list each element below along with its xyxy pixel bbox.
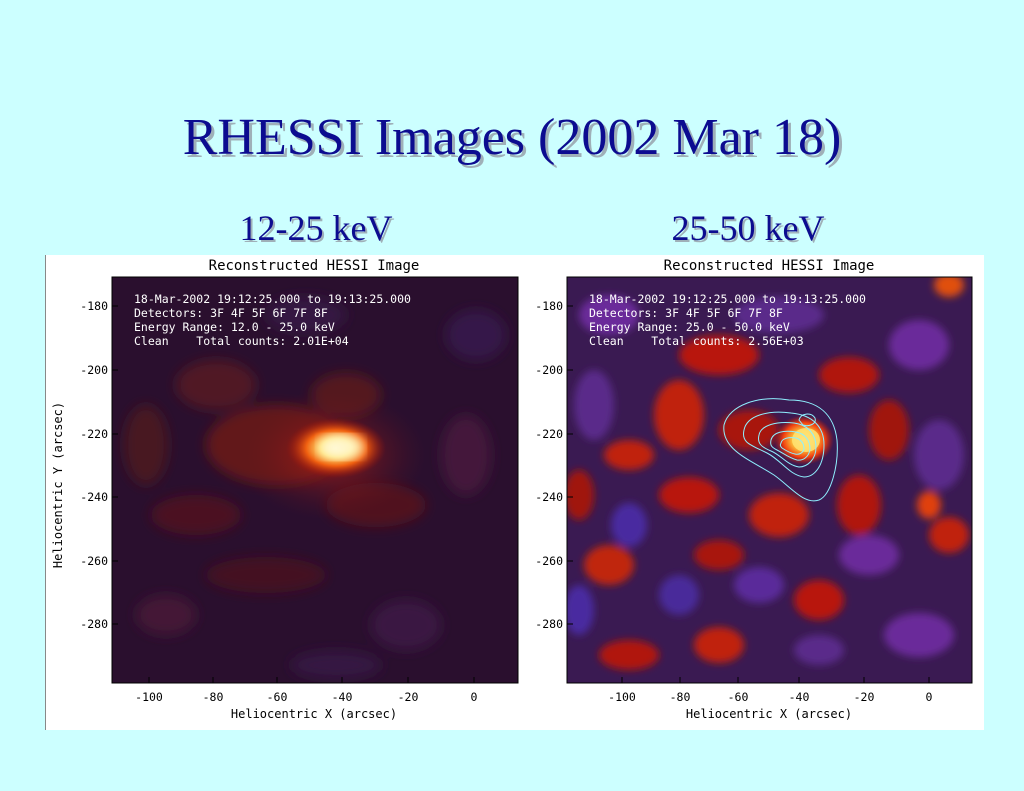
contour-overlay [723, 398, 838, 502]
x-tick-label: -60 [267, 690, 288, 704]
info-line: Detectors: 3F 4F 5F 6F 7F 8F [134, 306, 328, 320]
info-line: Clean Total counts: 2.01E+04 [134, 334, 349, 348]
info-line: 18-Mar-2002 19:12:25.000 to 19:13:25.000 [589, 292, 866, 306]
x-tick-label: -20 [398, 690, 419, 704]
y-tick-label: -260 [535, 554, 563, 568]
info-line: 18-Mar-2002 19:12:25.000 to 19:13:25.000 [134, 292, 411, 306]
y-tick-label: -260 [80, 554, 108, 568]
y-axis-label: Heliocentric Y (arcsec) [51, 402, 65, 568]
x-axis-label: Heliocentric X (arcsec) [686, 707, 852, 721]
y-tick-label: -220 [80, 427, 108, 441]
xray-image-high [567, 277, 972, 683]
x-tick-label: 0 [926, 690, 933, 704]
y-tick-label: -220 [535, 427, 563, 441]
y-tick-label: -180 [535, 299, 563, 313]
x-tick-label: -20 [854, 690, 875, 704]
x-axis-label: Heliocentric X (arcsec) [231, 707, 397, 721]
x-tick-label: -100 [135, 690, 163, 704]
observation-info: 18-Mar-2002 19:12:25.000 to 19:13:25.000… [589, 292, 866, 348]
info-line: Energy Range: 25.0 - 50.0 keV [589, 320, 790, 334]
image-panel-25-50kev: Reconstructed HESSI Image [519, 255, 984, 730]
band-label-low: 12-25 keV [239, 208, 393, 248]
x-tick-label: -80 [670, 690, 691, 704]
y-tick-label: -200 [80, 363, 108, 377]
slide-title: RHESSI Images (2002 Mar 18) [182, 109, 842, 166]
y-tick-label: -280 [80, 617, 108, 631]
plot-title: Reconstructed HESSI Image [209, 258, 420, 274]
x-tick-label: -40 [332, 690, 353, 704]
x-tick-label: -60 [728, 690, 749, 704]
x-tick-label: 0 [471, 690, 478, 704]
image-panel-12-25kev: Reconstructed HESSI Image [45, 255, 520, 730]
info-line: Detectors: 3F 4F 5F 6F 7F 8F [589, 306, 783, 320]
plot-title: Reconstructed HESSI Image [664, 258, 875, 274]
band-label-high: 25-50 keV [671, 208, 825, 248]
x-tick-label: -100 [608, 690, 636, 704]
observation-info: 18-Mar-2002 19:12:25.000 to 19:13:25.000… [134, 292, 411, 348]
y-tick-label: -240 [535, 490, 563, 504]
x-tick-label: -80 [203, 690, 224, 704]
info-line: Energy Range: 12.0 - 25.0 keV [134, 320, 335, 334]
info-line: Clean Total counts: 2.56E+03 [589, 334, 804, 348]
y-tick-label: -240 [80, 490, 108, 504]
xray-image-low [112, 277, 518, 683]
y-tick-label: -280 [535, 617, 563, 631]
y-tick-label: -180 [80, 299, 108, 313]
x-tick-label: -40 [789, 690, 810, 704]
y-tick-label: -200 [535, 363, 563, 377]
